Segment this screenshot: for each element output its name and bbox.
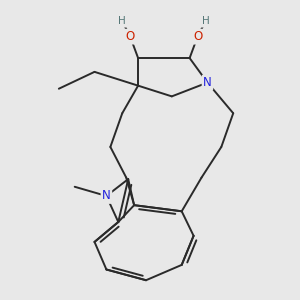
Text: H: H bbox=[118, 16, 126, 26]
Text: O: O bbox=[193, 30, 202, 43]
Text: N: N bbox=[203, 76, 212, 89]
Text: H: H bbox=[202, 16, 209, 26]
Text: N: N bbox=[102, 190, 111, 202]
Text: O: O bbox=[126, 30, 135, 43]
